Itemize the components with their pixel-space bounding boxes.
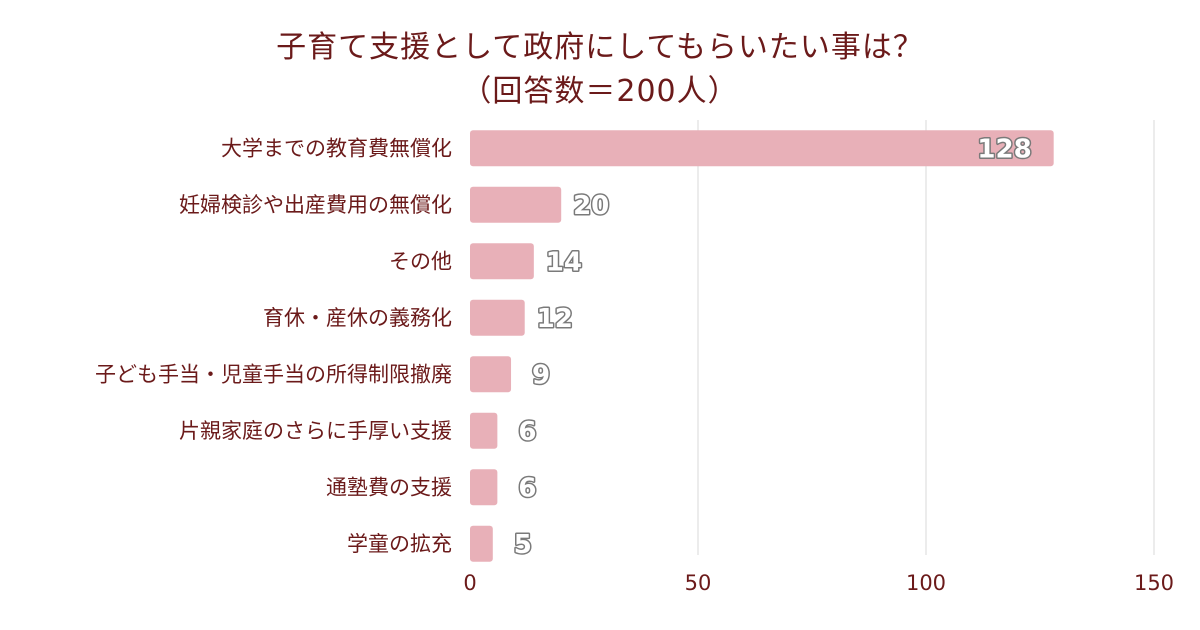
bar [470,299,525,336]
data-label: 6 [518,473,536,503]
category-label: 子ども手当・児童手当の所得制限撤廃 [95,362,452,386]
category-label: 育休・産休の義務化 [263,306,452,330]
category-label: 通塾費の支援 [326,475,452,499]
x-tick-label: 50 [685,571,712,595]
chart-title: 子育て支援として政府にしてもらいたい事は？ [276,30,924,65]
x-tick-label: 150 [1134,571,1174,595]
x-tick-label: 100 [906,571,946,595]
data-label: 5 [514,530,532,560]
category-label: その他 [389,249,452,273]
category-label: 片親家庭のさらに手厚い支援 [179,419,452,443]
chart-title-block: 子育て支援として政府にしてもらいたい事は？ （回答数＝200人） [0,26,1200,114]
data-label: 14 [546,247,582,277]
category-label: 学童の拡充 [347,532,452,556]
x-tick-label: 0 [463,571,476,595]
bar [470,186,562,223]
bar [470,243,534,280]
bar [470,356,512,393]
bar [470,525,493,562]
data-label: 6 [518,417,536,447]
category-label: 妊婦検診や出産費用の無償化 [179,193,452,217]
data-label: 9 [532,360,550,390]
data-label: 12 [537,304,573,334]
bar [470,130,1054,167]
bar [470,412,498,449]
bar [470,469,498,506]
category-label: 大学までの教育費無償化 [221,136,452,160]
data-label: 20 [573,191,609,221]
chart-subtitle: （回答数＝200人） [461,74,739,109]
data-label: 128 [977,134,1031,164]
